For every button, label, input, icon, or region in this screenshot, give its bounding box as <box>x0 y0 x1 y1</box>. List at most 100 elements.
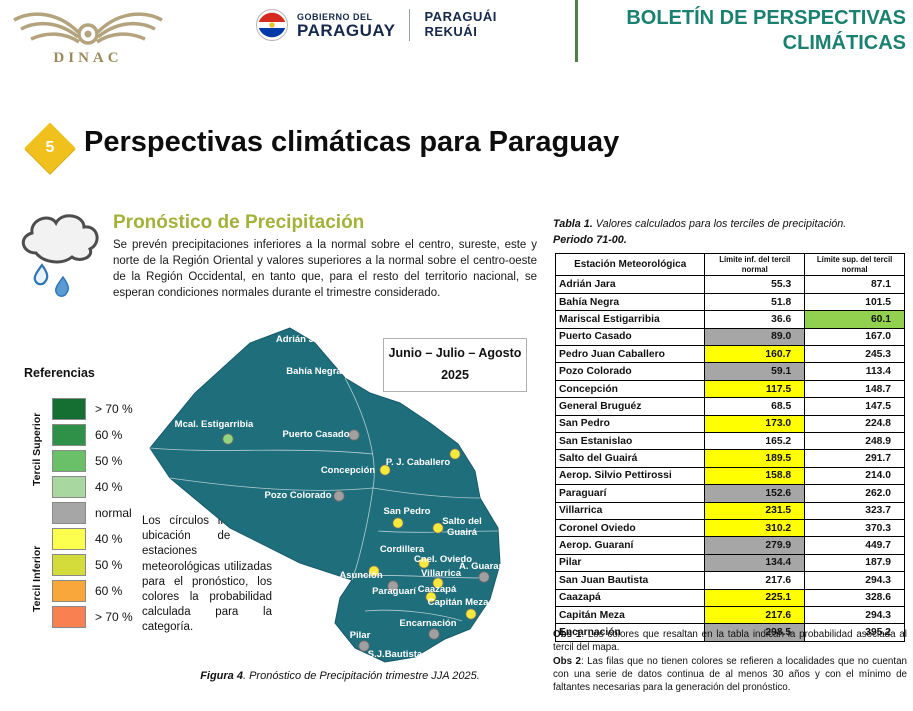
table-row: Bahía Negra 51.8 101.5 <box>554 292 905 312</box>
limite-sup-cell: 449.7 <box>804 536 905 555</box>
map-station-label: Encarnación <box>399 618 456 629</box>
legend-item: > 70 % <box>52 606 180 628</box>
limite-inf-cell: 165.2 <box>704 431 806 451</box>
limite-sup-cell: 87.1 <box>804 275 905 294</box>
limite-sup-cell: 214.0 <box>804 466 905 486</box>
limite-inf-cell: 117.5 <box>704 379 806 399</box>
paraguay-shape <box>149 327 501 663</box>
table-header-row: Estación Meteorológica Límite inf. del t… <box>554 252 905 277</box>
table-row: San Juan Bautista 217.6 294.3 <box>554 571 905 590</box>
guarani-line2: REKUÁI <box>424 24 478 39</box>
station-marker <box>348 429 360 441</box>
svg-text:DINAC: DINAC <box>53 50 122 66</box>
tercil-superior-label: Tercil Superior <box>31 412 43 486</box>
col-sup-header: Límite sup. del tercil normal <box>804 252 905 277</box>
paraguay-map: Adrián Jara Bahía Negra Mcal. Estigarribia… <box>140 326 536 671</box>
map-station-label: A. Guaraní <box>459 561 507 572</box>
legend-label: > 70 % <box>95 402 133 416</box>
legend-swatch <box>52 606 86 628</box>
station-marker <box>333 490 345 502</box>
limite-inf-cell: 59.1 <box>704 362 806 381</box>
table-row: Villarrica 231.5 323.7 <box>554 501 905 520</box>
station-cell: Salto del Guairá <box>554 449 706 468</box>
station-cell: Caazapá <box>554 588 706 607</box>
map-station-label: Villarrica <box>421 568 462 579</box>
legend-swatch <box>52 580 86 602</box>
station-marker <box>418 557 430 569</box>
station-marker <box>425 591 437 603</box>
limite-sup-cell: 245.3 <box>804 345 905 364</box>
station-cell: Bahía Negra <box>554 292 706 312</box>
legend-swatch <box>52 450 86 472</box>
table-row: Salto del Guairá 189.5 291.7 <box>554 449 905 468</box>
limite-sup-cell: 248.9 <box>804 431 905 451</box>
legend-swatch <box>52 398 86 420</box>
table-row: Coronel Oviedo 310.2 370.3 <box>554 518 905 538</box>
gobierno-logo-block: GOBIERNO DEL PARAGUAY PARAGUÁI REKUÁI <box>255 8 497 42</box>
station-cell: San Pedro <box>554 414 706 433</box>
table-row: Puerto Casado 89.0 167.0 <box>554 327 905 347</box>
station-cell: Pedro Juan Caballero <box>554 345 706 364</box>
legend-swatch <box>52 502 86 524</box>
limite-inf-cell: 51.8 <box>704 292 806 312</box>
legend-label: 60 % <box>95 428 123 442</box>
limite-sup-cell: 167.0 <box>804 327 905 347</box>
obs1: Obs 1: Los colores que resaltan en la ta… <box>553 629 907 654</box>
period-year: 2025 <box>441 368 469 382</box>
table-period: Periodo 71-00. <box>553 234 627 246</box>
limite-sup-cell: 187.9 <box>804 553 905 573</box>
guarani-text: PARAGUÁI REKUÁI <box>424 9 497 40</box>
map-station-label: Pozo Colorado <box>264 490 331 501</box>
map-station-label: Caazapá <box>418 584 457 595</box>
legend-label: 40 % <box>95 532 123 546</box>
table-row: Concepción 117.5 148.7 <box>554 379 905 399</box>
map-station-label: S.J.Bautista <box>368 649 423 660</box>
legend-swatch <box>52 424 86 446</box>
gobierno-text: GOBIERNO DEL PARAGUAY <box>297 12 395 39</box>
station-marker <box>465 608 477 620</box>
legend-item: 60 % <box>52 580 180 602</box>
table-row: Adrián Jara 55.3 87.1 <box>554 275 905 294</box>
col-inf-header: Límite inf. del tercil normal <box>704 252 806 277</box>
limite-inf-cell: 279.9 <box>704 536 806 555</box>
obs2: Obs 2: Las filas que no tienen colores s… <box>553 656 907 694</box>
terciles-table-body: Adrián Jara 55.3 87.1 Bahía Negra 51.8 101.5 M… <box>554 275 905 642</box>
station-marker <box>368 565 380 577</box>
limite-inf-cell: 225.1 <box>704 588 806 607</box>
limite-sup-cell: 328.6 <box>804 588 905 607</box>
station-cell: Puerto Casado <box>554 327 706 347</box>
station-cell: Aerop. Silvio Pettirossi <box>554 466 706 486</box>
station-marker <box>387 580 399 592</box>
table-row: Mariscal Estigarribia 36.6 60.1 <box>554 310 905 329</box>
map-station-label: Cnel. Oviedo <box>414 554 472 565</box>
dinac-logo: DINAC <box>8 4 168 68</box>
figure-caption: Figura 4. Pronóstico de Precipitación tr… <box>130 670 550 682</box>
bulletin-title-line1: BOLETÍN DE PERSPECTIVAS <box>626 7 906 29</box>
obs2-label: Obs 2 <box>553 656 581 668</box>
header-divider <box>575 0 578 62</box>
logo-divider <box>409 9 411 41</box>
legend-label: normal <box>95 506 132 520</box>
station-marker <box>432 522 444 534</box>
station-marker <box>392 517 404 529</box>
limite-sup-cell: 101.5 <box>804 292 905 312</box>
map-station-label: Pilar <box>350 630 371 641</box>
legend-swatch <box>52 528 86 550</box>
guarani-line1: PARAGUÁI <box>424 9 497 25</box>
station-cell: Coronel Oviedo <box>554 518 706 538</box>
limite-inf-cell: 55.3 <box>704 275 806 294</box>
limite-sup-cell: 323.7 <box>804 501 905 520</box>
period-months: Junio – Julio – Agosto <box>388 346 522 360</box>
legend-items: > 70 % 60 % 50 % 40 % normal 40 % 50 % 60 % > 70… <box>52 398 180 628</box>
map-station-label: Asunción <box>339 570 382 581</box>
limite-inf-cell: 310.2 <box>704 518 806 538</box>
gobierno-line2: PARAGUAY <box>297 20 396 40</box>
map-station-label: Puerto Casado <box>282 429 349 440</box>
limite-inf-cell: 298.5 <box>704 623 806 642</box>
station-cell: San Estanislao <box>554 431 706 451</box>
limite-sup-cell: 262.0 <box>804 484 905 503</box>
tercil-inferior-label: Tercil Inferior <box>31 545 43 613</box>
table-title: Tabla 1. Valores calculados para los ter… <box>553 218 909 230</box>
station-cell: General Bruguéz <box>554 397 706 416</box>
legend-label: 40 % <box>95 480 123 494</box>
